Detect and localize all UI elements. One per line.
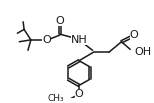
Text: OH: OH	[134, 47, 151, 57]
Text: O: O	[130, 30, 138, 40]
Text: NH: NH	[71, 35, 87, 45]
Text: O: O	[42, 35, 51, 45]
Text: CH₃: CH₃	[47, 94, 64, 103]
Text: O: O	[75, 89, 83, 99]
Text: O: O	[55, 16, 64, 26]
